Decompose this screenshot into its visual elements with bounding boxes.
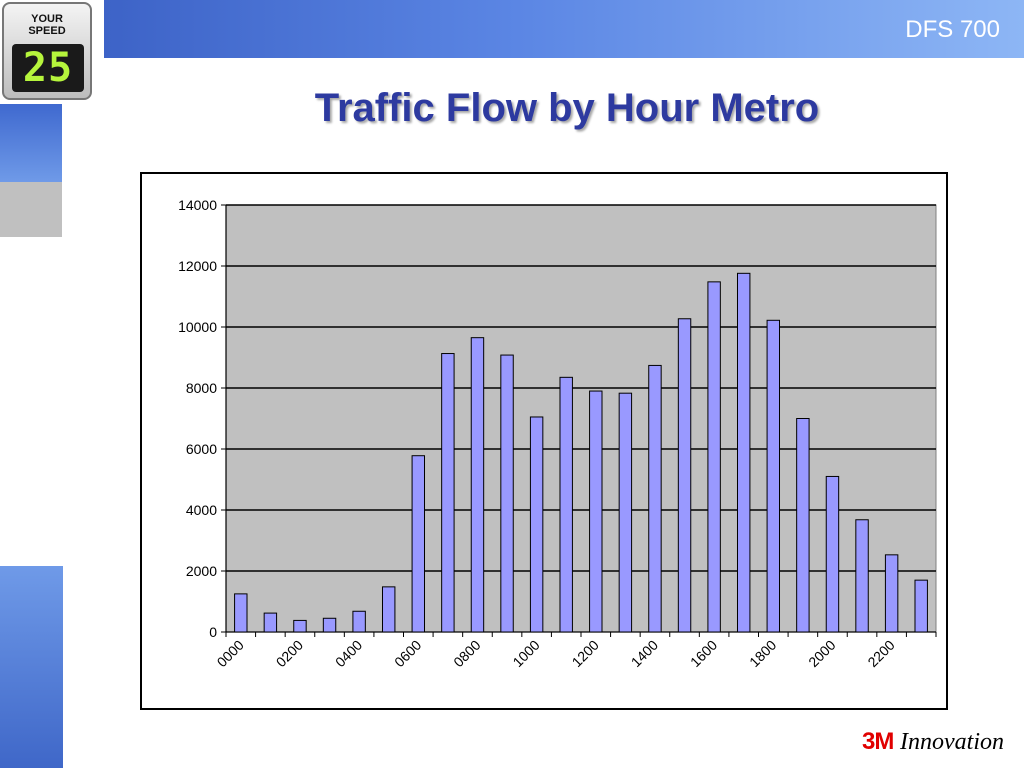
bar-0300 [322, 617, 337, 633]
left-decor-block-bottom [0, 566, 63, 768]
x-tick-label: 2200 [864, 637, 897, 670]
bar-0700 [441, 353, 455, 633]
y-tick-label: 8000 [186, 380, 217, 396]
bar-2000 [825, 475, 840, 633]
x-tick-label: 1400 [628, 637, 661, 670]
x-tick-label: 1800 [746, 637, 779, 670]
bar-1000 [529, 416, 544, 633]
logo-speed-display: 25 [12, 44, 84, 92]
slide-title: Traffic Flow by Hour Metro [314, 86, 820, 130]
bar-0200 [293, 619, 307, 633]
bar-2200 [884, 554, 899, 633]
plot-area [225, 204, 937, 633]
bar-1900 [796, 418, 810, 633]
traffic-bar-chart: 0 2000 4000 6000 8000 10000 12000 14000 0000 0200… [178, 197, 937, 670]
y-tick-label: 6000 [186, 441, 217, 457]
logo-line-2: SPEED [28, 25, 66, 37]
x-tick-label: 0800 [450, 637, 483, 670]
brand-mark-3m: 3M [862, 728, 894, 755]
bar-1700 [736, 272, 751, 633]
bar-0100 [263, 612, 278, 633]
bar-0400 [352, 610, 366, 633]
bar-1800 [766, 319, 781, 633]
y-tick-label: 14000 [178, 197, 217, 213]
bar-0500 [381, 586, 396, 633]
x-tick-label: 0200 [273, 637, 306, 670]
x-tick-label: 0000 [214, 637, 247, 670]
bar-1200 [589, 390, 603, 633]
x-tick-label: 2000 [805, 637, 838, 670]
left-decor-block-blue [0, 104, 62, 182]
logo-line-1: YOUR [31, 13, 63, 25]
logo-text: YOUR SPEED [4, 13, 90, 37]
bar-1300 [618, 392, 633, 633]
chart-frame: 0 2000 4000 6000 8000 10000 12000 14000 0000 0200… [140, 172, 948, 710]
top-banner: DFS 700 [104, 0, 1024, 58]
footer-brand: 3M Innovation [862, 728, 1004, 756]
bar-1500 [677, 318, 692, 633]
bar-1400 [648, 364, 662, 633]
y-tick-label: 0 [209, 624, 217, 640]
x-tick-label: 1200 [569, 637, 602, 670]
product-name: DFS 700 [905, 16, 1000, 43]
y-tick-label: 10000 [178, 319, 217, 335]
bar-0000 [234, 593, 248, 633]
bar-2100 [855, 519, 869, 633]
bar-1600 [707, 281, 721, 633]
brand-word: Innovation [900, 729, 1004, 755]
x-tick-label: 0600 [391, 637, 424, 670]
y-tick-label: 12000 [178, 258, 217, 274]
bar-1100 [559, 376, 573, 633]
bar-0800 [470, 337, 485, 633]
bar-0600 [411, 455, 426, 633]
x-tick-label: 1000 [509, 637, 542, 670]
bar-2300 [914, 579, 928, 633]
y-tick-label: 2000 [186, 563, 217, 579]
left-decor-block-gray [0, 182, 62, 237]
x-tick-label: 0400 [332, 637, 365, 670]
bar-0900 [500, 354, 514, 633]
x-tick-label: 1600 [687, 637, 720, 670]
y-tick-label: 4000 [186, 502, 217, 518]
speed-sign-logo: YOUR SPEED 25 [2, 2, 92, 100]
